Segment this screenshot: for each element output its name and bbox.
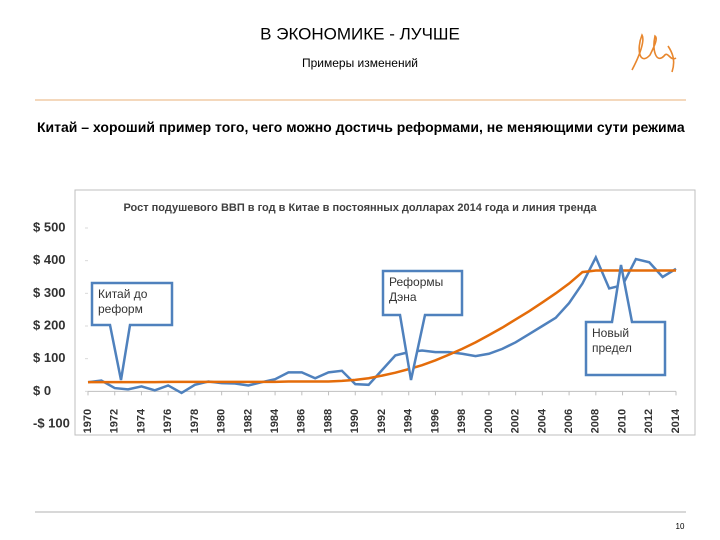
- x-tick-label: 2000: [483, 409, 495, 433]
- logo: [631, 33, 677, 73]
- callout: [90, 281, 174, 381]
- callout-text: Китай до реформ: [98, 287, 148, 316]
- x-tick-label: 1988: [322, 409, 334, 433]
- x-tick-label: 1986: [296, 409, 308, 433]
- y-tick-label: $ 400: [33, 252, 66, 267]
- series-line: [88, 269, 676, 384]
- x-tick-label: 1984: [269, 408, 281, 433]
- y-tick-label: $ 0: [33, 383, 51, 398]
- callout-text: Реформы Дэна: [389, 275, 443, 304]
- lead-text: Китай – хороший пример того, чего можно …: [37, 119, 685, 135]
- callout-text: Новый предел: [592, 326, 632, 355]
- x-tick-label: 1992: [376, 409, 388, 433]
- x-tick-label: 2012: [643, 409, 655, 433]
- y-tick-label: -$ 100: [33, 415, 70, 430]
- slide-title: В ЭКОНОМИКЕ - ЛУЧШЕ: [260, 24, 460, 43]
- x-tick-label: 1974: [135, 408, 147, 433]
- x-tick-label: 2014: [670, 408, 682, 433]
- x-tick-label: 1996: [429, 409, 441, 433]
- x-tick-label: 1976: [162, 409, 174, 433]
- x-tick-label: 1970: [82, 409, 94, 433]
- series-line: [87, 254, 677, 395]
- x-tick-label: 1994: [403, 408, 415, 433]
- x-tick-label: 2010: [616, 409, 628, 433]
- x-tick-label: 1990: [349, 409, 361, 433]
- x-tick-label: 1980: [216, 409, 228, 433]
- y-tick-label: $ 200: [33, 317, 66, 332]
- slide-subtitle: Примеры изменений: [302, 56, 418, 70]
- chart-title: Рост подушевого ВВП в год в Китае в пост…: [123, 202, 597, 214]
- y-tick-label: $ 100: [33, 350, 66, 365]
- x-tick-label: 1978: [189, 409, 201, 433]
- x-tick-label: 2008: [590, 409, 602, 433]
- callout: [584, 264, 667, 377]
- y-tick-label: $ 500: [33, 219, 66, 234]
- y-tick-label: $ 300: [33, 285, 66, 300]
- x-tick-label: 1998: [456, 409, 468, 433]
- x-tick-label: 2006: [563, 409, 575, 433]
- x-tick-label: 1972: [109, 409, 121, 433]
- x-tick-label: 2004: [536, 408, 548, 433]
- x-tick-label: 1982: [242, 409, 254, 433]
- x-tick-label: 2002: [510, 409, 522, 433]
- callout: [381, 269, 464, 381]
- page-number: 10: [676, 522, 685, 531]
